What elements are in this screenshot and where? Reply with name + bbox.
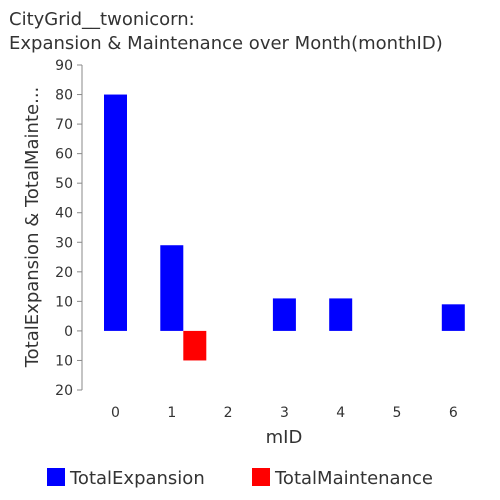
legend-swatch-TotalMaintenance (252, 468, 270, 486)
x-tick-label: 5 (393, 405, 402, 421)
bar-TotalExpansion-0 (104, 95, 127, 331)
legend-swatch-TotalExpansion (47, 468, 65, 486)
bar-TotalExpansion-6 (442, 304, 465, 331)
x-tick-label: 4 (336, 405, 345, 421)
bars-layer (104, 95, 465, 361)
legend-label-TotalExpansion: TotalExpansion (69, 468, 205, 489)
y-tick-label: 30 (55, 235, 73, 251)
y-tick-label: 90 (55, 58, 73, 74)
legend: TotalExpansion TotalMaintenance (47, 468, 433, 489)
x-tick-label: 1 (167, 405, 176, 421)
bar-TotalExpansion-4 (329, 298, 352, 331)
y-tick-label: 70 (55, 117, 73, 133)
y-axis-title: TotalExpansion & TotalMainte... (22, 87, 43, 369)
y-tick-label: 40 (55, 206, 73, 222)
bar-TotalExpansion-3 (273, 298, 296, 331)
x-tick-label: 2 (224, 405, 233, 421)
x-tick-label: 0 (111, 405, 120, 421)
y-tick-label: 10 (55, 294, 73, 310)
x-axis-title: mID (266, 427, 303, 448)
bar-TotalExpansion-1 (160, 245, 183, 331)
bar-TotalMaintenance-1 (183, 331, 206, 361)
axes-layer (77, 65, 82, 390)
y-tick-label: 20 (55, 383, 73, 399)
x-tick-label: 6 (449, 405, 458, 421)
y-tick-label: 50 (55, 176, 73, 192)
legend-label-TotalMaintenance: TotalMaintenance (274, 468, 433, 489)
y-tick-label: 0 (64, 324, 73, 340)
y-tick-label: 80 (55, 88, 73, 104)
y-tick-label: 20 (55, 265, 73, 281)
x-tick-label: 3 (280, 405, 289, 421)
y-tick-label: 10 (55, 353, 73, 369)
y-tick-label: 60 (55, 147, 73, 163)
